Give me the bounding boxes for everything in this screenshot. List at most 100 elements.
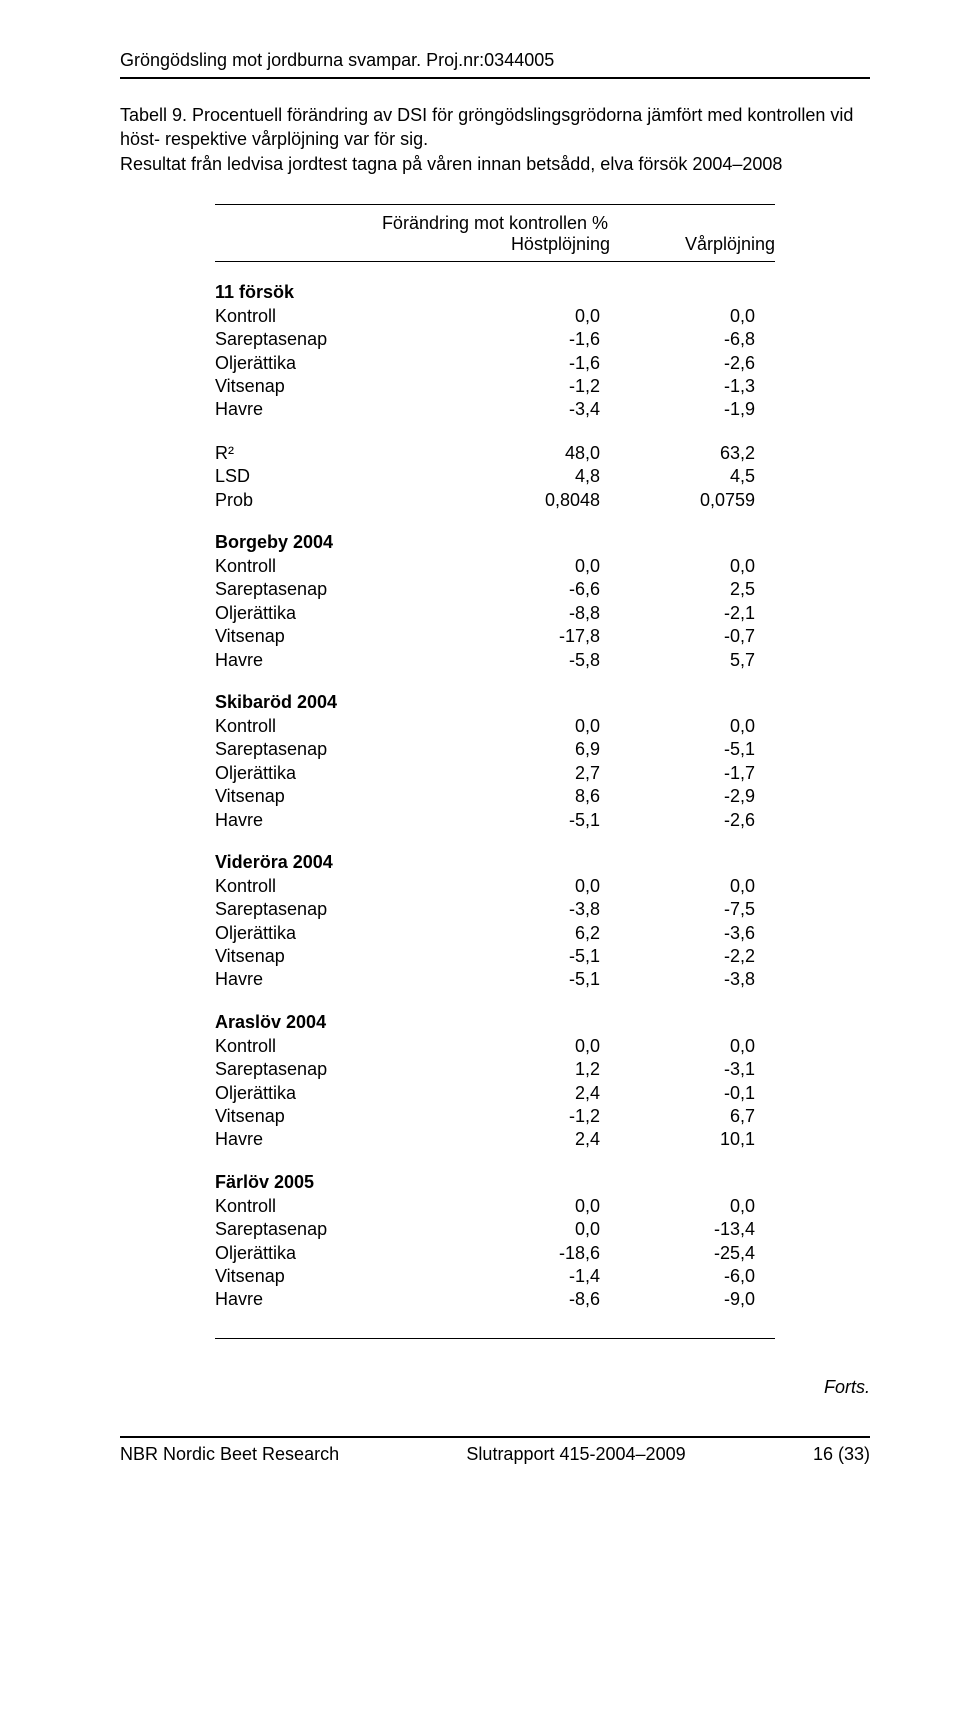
- row-value-host: -5,1: [425, 945, 600, 968]
- row-value-var: 0,0759: [600, 489, 755, 512]
- row-value-host: 2,4: [425, 1128, 600, 1151]
- row-value-host: -1,4: [425, 1265, 600, 1288]
- table-row: Oljerättika-8,8-2,1: [215, 602, 775, 625]
- row-label: Vitsenap: [215, 945, 425, 968]
- row-label: Kontroll: [215, 715, 425, 738]
- table-group: 11 försökKontroll0,00,0Sareptasenap-1,6-…: [215, 282, 775, 422]
- table-row: Havre-5,1-2,6: [215, 809, 775, 832]
- group-title: Skibaröd 2004: [215, 692, 775, 715]
- colhead-top: Förändring mot kontrollen %: [215, 213, 775, 234]
- row-value-host: 4,8: [425, 465, 600, 488]
- row-value-var: -1,3: [600, 375, 755, 398]
- row-value-var: 6,7: [600, 1105, 755, 1128]
- row-value-host: -18,6: [425, 1242, 600, 1265]
- row-value-host: 0,8048: [425, 489, 600, 512]
- row-value-var: 63,2: [600, 442, 755, 465]
- row-label: Oljerättika: [215, 1082, 425, 1105]
- footer: NBR Nordic Beet Research Slutrapport 415…: [120, 1444, 870, 1465]
- table-rule-bottom: [215, 1338, 775, 1339]
- row-value-host: 6,9: [425, 738, 600, 761]
- row-label: Kontroll: [215, 305, 425, 328]
- table-row: Vitsenap-1,4-6,0: [215, 1265, 775, 1288]
- row-value-var: 4,5: [600, 465, 755, 488]
- table-row: Sareptasenap1,2-3,1: [215, 1058, 775, 1081]
- table-rule-mid: [215, 261, 775, 262]
- row-label: Havre: [215, 398, 425, 421]
- footer-center: Slutrapport 415-2004–2009: [466, 1444, 685, 1465]
- table-row: Oljerättika-1,6-2,6: [215, 352, 775, 375]
- row-label: Havre: [215, 968, 425, 991]
- row-label: R²: [215, 442, 425, 465]
- colhead-row2: Höstplöjning Vårplöjning: [215, 234, 775, 255]
- row-value-var: -3,1: [600, 1058, 755, 1081]
- table-body: 11 försökKontroll0,00,0Sareptasenap-1,6-…: [215, 282, 775, 1312]
- table-row: Havre-3,4-1,9: [215, 398, 775, 421]
- row-label: Oljerättika: [215, 602, 425, 625]
- intro-line1: Tabell 9. Procentuell förändring av DSI …: [120, 103, 870, 127]
- group-title: Videröra 2004: [215, 852, 775, 875]
- row-label: Sareptasenap: [215, 738, 425, 761]
- table-row: Vitsenap-17,8-0,7: [215, 625, 775, 648]
- row-value-host: 0,0: [425, 1195, 600, 1218]
- table-row: Sareptasenap-1,6-6,8: [215, 328, 775, 351]
- header-title: Gröngödsling mot jordburna svampar. Proj…: [120, 50, 870, 71]
- row-value-host: 48,0: [425, 442, 600, 465]
- row-value-var: -25,4: [600, 1242, 755, 1265]
- intro-line2: höst- respektive vårplöjning var för sig…: [120, 127, 870, 151]
- row-value-host: -1,2: [425, 1105, 600, 1128]
- row-label: Vitsenap: [215, 785, 425, 808]
- row-value-host: 0,0: [425, 1035, 600, 1058]
- row-value-host: -8,6: [425, 1288, 600, 1311]
- row-label: LSD: [215, 465, 425, 488]
- row-value-var: 0,0: [600, 1195, 755, 1218]
- intro-line3: Resultat från ledvisa jordtest tagna på …: [120, 152, 870, 176]
- table-row: Sareptasenap-6,62,5: [215, 578, 775, 601]
- table-row: Havre-5,1-3,8: [215, 968, 775, 991]
- row-value-host: 8,6: [425, 785, 600, 808]
- group-title: Araslöv 2004: [215, 1012, 775, 1035]
- page: Gröngödsling mot jordburna svampar. Proj…: [0, 0, 960, 1712]
- row-label: Havre: [215, 1288, 425, 1311]
- table-row: LSD4,84,5: [215, 465, 775, 488]
- row-value-var: -0,1: [600, 1082, 755, 1105]
- row-value-host: -1,2: [425, 375, 600, 398]
- table-row: Kontroll0,00,0: [215, 1195, 775, 1218]
- row-value-var: 10,1: [600, 1128, 755, 1151]
- row-value-var: -1,9: [600, 398, 755, 421]
- row-label: Oljerättika: [215, 762, 425, 785]
- table-row: Havre-5,85,7: [215, 649, 775, 672]
- table-row: Havre-8,6-9,0: [215, 1288, 775, 1311]
- table-row: Vitsenap-1,26,7: [215, 1105, 775, 1128]
- row-label: Havre: [215, 809, 425, 832]
- intro-block: Tabell 9. Procentuell förändring av DSI …: [120, 103, 870, 176]
- table-row: Oljerättika2,7-1,7: [215, 762, 775, 785]
- row-value-var: 0,0: [600, 875, 755, 898]
- row-value-host: 0,0: [425, 715, 600, 738]
- table-row: Kontroll0,00,0: [215, 305, 775, 328]
- row-label: Vitsenap: [215, 625, 425, 648]
- table-group: Färlöv 2005Kontroll0,00,0Sareptasenap0,0…: [215, 1172, 775, 1312]
- row-label: Kontroll: [215, 1195, 425, 1218]
- row-value-host: -5,1: [425, 809, 600, 832]
- row-label: Sareptasenap: [215, 328, 425, 351]
- row-value-var: -1,7: [600, 762, 755, 785]
- group-title: Borgeby 2004: [215, 532, 775, 555]
- row-value-var: 0,0: [600, 1035, 755, 1058]
- row-label: Oljerättika: [215, 1242, 425, 1265]
- table-row: Vitsenap8,6-2,9: [215, 785, 775, 808]
- row-value-host: -5,1: [425, 968, 600, 991]
- table-row: Sareptasenap6,9-5,1: [215, 738, 775, 761]
- row-value-host: -6,6: [425, 578, 600, 601]
- row-label: Kontroll: [215, 1035, 425, 1058]
- row-value-var: -2,6: [600, 809, 755, 832]
- row-value-host: -5,8: [425, 649, 600, 672]
- table-row: Oljerättika6,2-3,6: [215, 922, 775, 945]
- table-group: Araslöv 2004Kontroll0,00,0Sareptasenap1,…: [215, 1012, 775, 1152]
- row-value-host: -1,6: [425, 352, 600, 375]
- table-row: Prob0,80480,0759: [215, 489, 775, 512]
- row-value-var: -5,1: [600, 738, 755, 761]
- table-group: Skibaröd 2004Kontroll0,00,0Sareptasenap6…: [215, 692, 775, 832]
- table-group: Videröra 2004Kontroll0,00,0Sareptasenap-…: [215, 852, 775, 992]
- group-title: Färlöv 2005: [215, 1172, 775, 1195]
- table-group: R²48,063,2LSD4,84,5Prob0,80480,0759: [215, 442, 775, 512]
